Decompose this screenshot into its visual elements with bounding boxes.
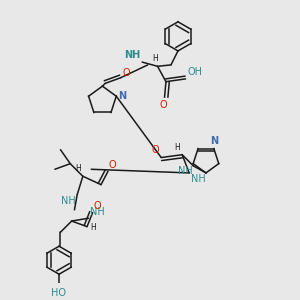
Text: N: N xyxy=(118,91,126,101)
Text: O: O xyxy=(151,145,159,155)
Text: O: O xyxy=(159,100,167,110)
Text: O: O xyxy=(109,160,116,170)
Text: H: H xyxy=(152,54,158,63)
Text: HO: HO xyxy=(51,288,66,298)
Text: NH: NH xyxy=(190,174,205,184)
Text: NH: NH xyxy=(61,196,76,206)
Text: H: H xyxy=(76,164,81,173)
Text: H: H xyxy=(174,143,180,152)
Text: NH: NH xyxy=(178,167,193,176)
Text: H: H xyxy=(90,223,96,232)
Text: OH: OH xyxy=(187,67,202,77)
Text: O: O xyxy=(93,201,101,211)
Text: NH: NH xyxy=(90,207,105,217)
Text: N: N xyxy=(210,136,218,146)
Text: O: O xyxy=(122,68,130,78)
Text: NH: NH xyxy=(124,50,140,60)
